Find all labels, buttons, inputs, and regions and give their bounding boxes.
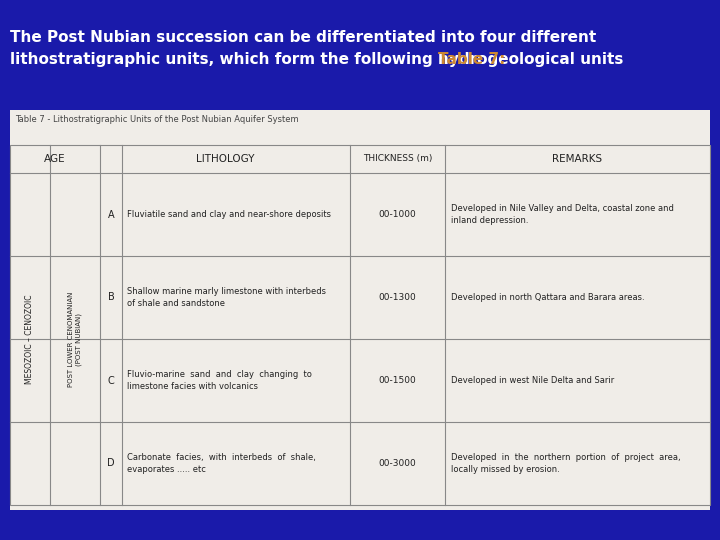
Text: B: B [107, 293, 114, 302]
Text: lithostratigraphic units, which form the following hydrogeological units: lithostratigraphic units, which form the… [10, 52, 629, 67]
Text: Table 7:: Table 7: [438, 52, 505, 67]
Text: Carbonate  facies,  with  interbeds  of  shale,
evaporates ..... etc: Carbonate facies, with interbeds of shal… [127, 453, 316, 474]
Text: MESOZOIC – CENOZOIC: MESOZOIC – CENOZOIC [25, 294, 35, 384]
Text: Fluviatile sand and clay and near-shore deposits: Fluviatile sand and clay and near-shore … [127, 210, 331, 219]
Text: 00-1000: 00-1000 [379, 210, 416, 219]
Text: THICKNESS (m): THICKNESS (m) [363, 154, 432, 164]
Text: AGE: AGE [44, 154, 66, 164]
Text: D: D [107, 458, 114, 469]
Text: C: C [107, 375, 114, 386]
Text: Developed  in  the  northern  portion  of  project  area,
locally missed by eros: Developed in the northern portion of pro… [451, 453, 680, 474]
Text: A: A [108, 210, 114, 219]
Text: Developed in west Nile Delta and Sarir: Developed in west Nile Delta and Sarir [451, 376, 614, 385]
Text: 00-3000: 00-3000 [379, 459, 416, 468]
Text: 00-1500: 00-1500 [379, 376, 416, 385]
Text: LITHOLOGY: LITHOLOGY [196, 154, 254, 164]
Bar [10, 110, 710, 510]
Bar [0, 512, 720, 540]
Bar [10, 145, 710, 505]
Text: 00-1300: 00-1300 [379, 293, 416, 302]
Text: Shallow marine marly limestone with interbeds
of shale and sandstone: Shallow marine marly limestone with inte… [127, 287, 326, 308]
Text: Developed in Nile Valley and Delta, coastal zone and
inland depression.: Developed in Nile Valley and Delta, coas… [451, 204, 674, 225]
Text: Table 7 - Lithostratigraphic Units of the Post Nubian Aquifer System: Table 7 - Lithostratigraphic Units of th… [15, 115, 299, 124]
Text: Developed in north Qattara and Barara areas.: Developed in north Qattara and Barara ar… [451, 293, 644, 302]
Text: REMARKS: REMARKS [552, 154, 603, 164]
Text: Fluvio-marine  sand  and  clay  changing  to
limestone facies with volcanics: Fluvio-marine sand and clay changing to … [127, 370, 312, 392]
Text: The Post Nubian succession can be differentiated into four different: The Post Nubian succession can be differ… [10, 30, 596, 45]
Text: POST LOWER CENOMANIAN
(POST NUBIAN): POST LOWER CENOMANIAN (POST NUBIAN) [68, 291, 82, 387]
